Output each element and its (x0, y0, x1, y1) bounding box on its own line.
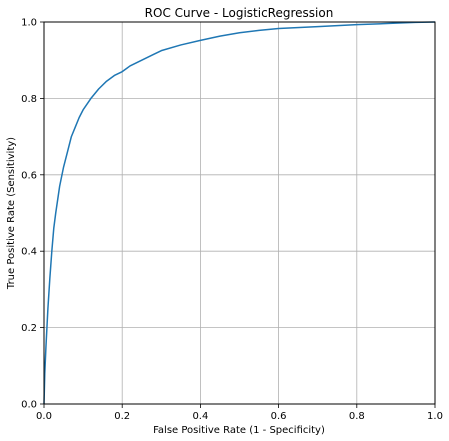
x-tick-label-1: 0.2 (114, 411, 130, 422)
x-tick-label-3: 0.6 (271, 411, 287, 422)
x-tick-label-0: 0.0 (36, 411, 52, 422)
y-tick-label-2: 0.4 (21, 247, 37, 258)
chart-title: ROC Curve - LogisticRegression (145, 6, 334, 20)
y-tick-label-1: 0.2 (21, 323, 37, 334)
plot-area (44, 22, 435, 404)
y-axis-ticks: 0.0 0.2 0.4 0.6 0.8 1.0 (21, 18, 44, 411)
x-tick-label-4: 0.8 (349, 411, 365, 422)
plot-frame (43, 21, 436, 405)
y-axis-label: True Positive Rate (Sensitivity) (6, 137, 17, 290)
x-axis-label: False Positive Rate (1 - Specificity) (153, 425, 325, 436)
y-tick-label-4: 0.8 (21, 94, 37, 105)
y-tick-label-5: 1.0 (21, 18, 37, 29)
roc-curve-line (43, 21, 436, 405)
grid (43, 21, 436, 405)
y-tick-label-0: 0.0 (21, 400, 37, 411)
x-tick-label-5: 1.0 (427, 411, 443, 422)
x-axis-ticks: 0.0 0.2 0.4 0.6 0.8 1.0 (36, 404, 443, 422)
y-tick-label-3: 0.6 (21, 170, 37, 181)
x-tick-label-2: 0.4 (192, 411, 208, 422)
